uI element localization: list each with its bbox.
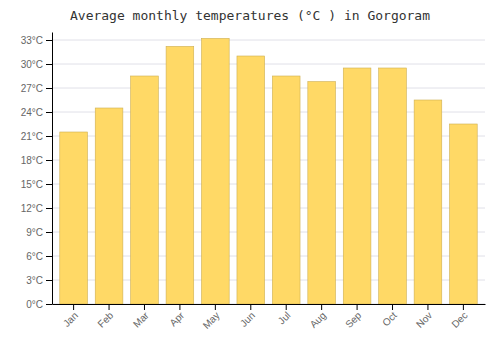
x-tick-mark xyxy=(144,304,145,310)
y-tick-mark xyxy=(46,64,52,65)
x-tick: Jun xyxy=(238,304,257,329)
x-tick: Nov xyxy=(414,304,434,330)
x-tick: Feb xyxy=(95,304,115,330)
bar xyxy=(95,108,123,304)
bar xyxy=(202,38,230,304)
y-tick-label: 15°C xyxy=(21,179,43,190)
x-tick-mark xyxy=(109,304,110,310)
y-tick: 30°C xyxy=(21,59,52,70)
y-axis: 0°C 3°C 6°C 9°C 12°C 15°C 18°C 21°C 24°C 27°C 30°C… xyxy=(21,33,53,310)
x-tick-mark xyxy=(357,304,358,310)
y-axis-line xyxy=(52,33,53,305)
y-tick-mark xyxy=(46,280,52,281)
x-axis: Jan Feb Mar Apr May Jun Jul Aug Sep Oct Nov Dec xyxy=(53,304,486,331)
x-tick: Mar xyxy=(131,304,151,330)
y-tick-label: 0°C xyxy=(26,299,43,310)
chart: Average monthly temperatures (°C ) in Go… xyxy=(0,0,500,350)
x-tick-mark xyxy=(321,304,322,310)
title: Average monthly temperatures (°C ) in Go… xyxy=(70,8,430,23)
x-tick-mark xyxy=(392,304,393,310)
y-tick: 21°C xyxy=(21,131,52,142)
x-tick-mark xyxy=(463,304,464,310)
grid-line xyxy=(52,40,485,41)
x-tick-label: Jan xyxy=(61,310,80,329)
y-tick-mark xyxy=(46,40,52,41)
y-tick-label: 27°C xyxy=(21,83,43,94)
bar xyxy=(166,46,194,304)
x-tick: Apr xyxy=(167,304,186,328)
x-axis-line xyxy=(53,304,486,305)
x-tick: Aug xyxy=(308,304,328,330)
y-tick: 15°C xyxy=(21,179,52,190)
x-tick-mark xyxy=(179,304,180,310)
y-tick: 0°C xyxy=(26,299,52,310)
bar xyxy=(379,68,407,304)
y-tick-label: 33°C xyxy=(21,35,43,46)
y-tick: 18°C xyxy=(21,155,52,166)
x-tick-label: Jun xyxy=(238,310,257,329)
grid-line xyxy=(52,64,485,65)
bar xyxy=(414,100,442,304)
x-tick-label: Sep xyxy=(343,309,364,330)
bar xyxy=(308,82,336,304)
y-tick-mark xyxy=(46,136,52,137)
bar xyxy=(450,124,478,304)
x-tick-mark xyxy=(250,304,251,310)
y-tick-mark xyxy=(46,88,52,89)
y-tick: 9°C xyxy=(26,227,52,238)
grid xyxy=(52,40,485,304)
x-tick-label: Jul xyxy=(276,310,293,327)
x-tick-label: Dec xyxy=(449,310,469,330)
x-tick: Jul xyxy=(276,304,293,326)
x-tick-mark xyxy=(73,304,74,310)
grid-line xyxy=(52,88,485,89)
bar xyxy=(237,56,265,304)
bar xyxy=(272,76,300,304)
y-tick-mark xyxy=(46,256,52,257)
y-tick-label: 21°C xyxy=(21,131,43,142)
bar xyxy=(131,76,159,304)
x-tick-label: Apr xyxy=(167,309,186,328)
y-tick: 33°C xyxy=(21,35,52,46)
y-tick-label: 6°C xyxy=(26,251,43,262)
x-tick: Sep xyxy=(343,304,364,330)
x-tick-mark xyxy=(427,304,428,310)
y-tick-mark xyxy=(46,160,52,161)
y-tick-label: 12°C xyxy=(21,203,43,214)
y-tick-label: 9°C xyxy=(26,227,43,238)
bars xyxy=(60,38,477,304)
y-tick: 12°C xyxy=(21,203,52,214)
x-tick-label: Aug xyxy=(308,310,328,330)
x-tick: Oct xyxy=(380,304,399,328)
x-tick-label: Nov xyxy=(414,310,434,330)
bar xyxy=(343,68,371,304)
y-tick-mark xyxy=(46,232,52,233)
x-tick-label: Mar xyxy=(131,309,151,329)
x-tick: May xyxy=(201,304,222,331)
y-tick-label: 30°C xyxy=(21,59,43,70)
y-tick-mark xyxy=(46,184,52,185)
y-tick: 6°C xyxy=(26,251,52,262)
x-tick-label: May xyxy=(201,310,222,331)
y-tick-mark xyxy=(46,304,52,305)
x-tick-mark xyxy=(215,304,216,310)
bar xyxy=(60,132,88,304)
y-tick: 27°C xyxy=(21,83,52,94)
x-tick: Dec xyxy=(449,304,469,330)
x-tick-mark xyxy=(286,304,287,310)
y-tick-label: 18°C xyxy=(21,155,43,166)
plot: 0°C 3°C 6°C 9°C 12°C 15°C 18°C 21°C 24°C 27°C 30°C… xyxy=(21,33,486,331)
x-tick-label: Oct xyxy=(380,310,399,329)
y-tick: 24°C xyxy=(21,107,52,118)
x-tick-label: Feb xyxy=(95,309,115,329)
y-tick-mark xyxy=(46,112,52,113)
y-tick: 3°C xyxy=(26,275,52,286)
x-tick: Jan xyxy=(61,304,80,329)
y-tick-mark xyxy=(46,208,52,209)
y-tick-label: 3°C xyxy=(26,275,43,286)
y-tick-label: 24°C xyxy=(21,107,43,118)
